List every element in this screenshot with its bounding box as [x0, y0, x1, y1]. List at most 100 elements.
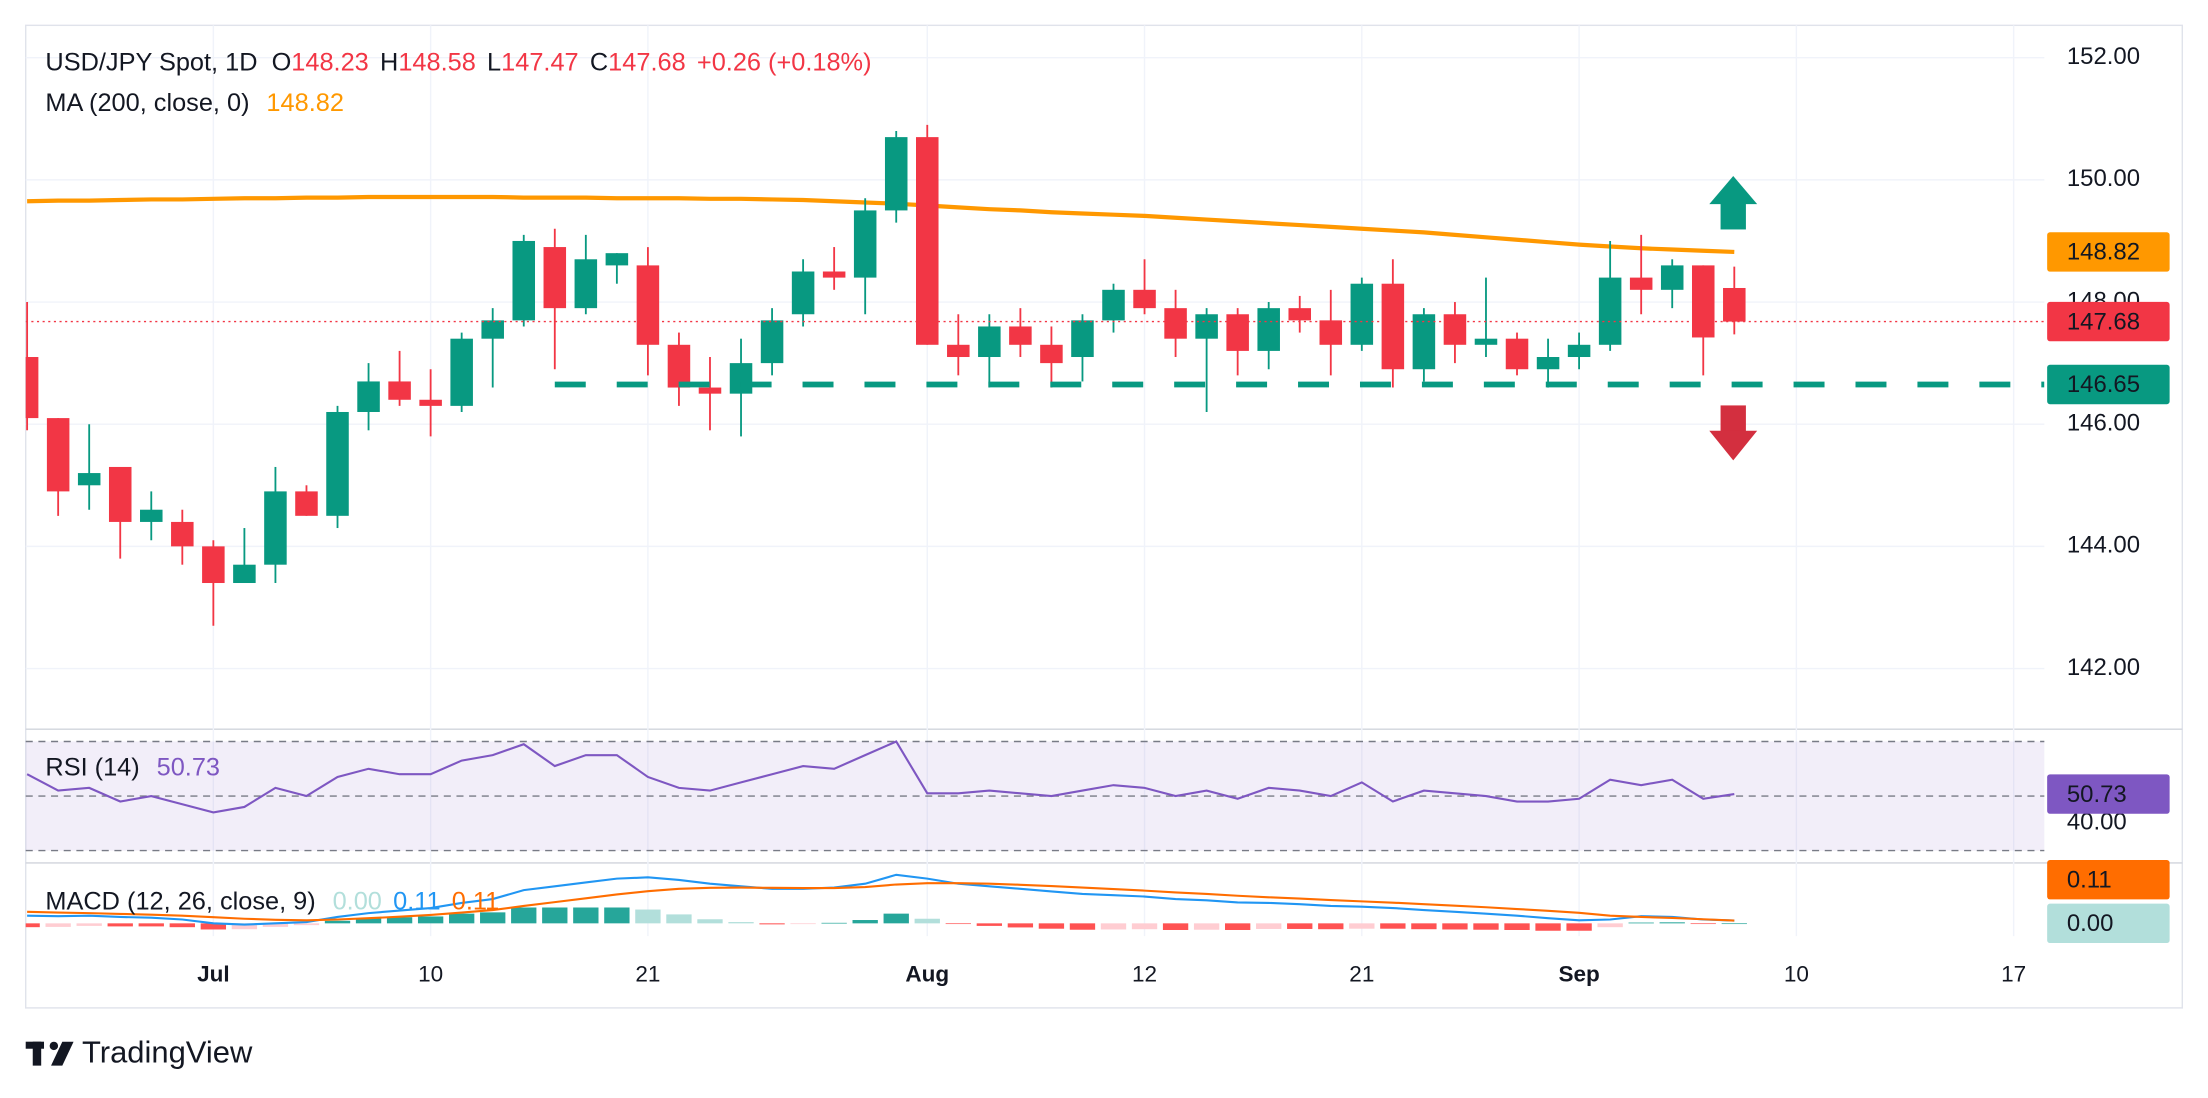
candle-body	[1288, 308, 1312, 321]
macd-line	[27, 873, 1735, 926]
legend-key: L	[487, 48, 501, 76]
legend-value: 50.73	[157, 753, 220, 781]
candle-body	[1567, 344, 1591, 358]
x-tick-label: Jul	[197, 961, 230, 986]
moving-average	[27, 194, 1735, 255]
y-tick-label: 152.00	[2067, 43, 2140, 70]
candle-body	[108, 466, 132, 522]
candle-body	[1133, 289, 1156, 309]
histogram-bar	[1535, 923, 1561, 931]
histogram-bar	[604, 907, 630, 924]
candle-body	[1629, 277, 1653, 290]
candle-body	[822, 271, 846, 278]
candle-body	[574, 259, 598, 309]
legend-title: RSI (14)	[45, 753, 139, 781]
histogram-bar	[1690, 923, 1716, 925]
legend-key: C	[590, 48, 608, 76]
candle-body	[947, 344, 970, 358]
candle-body	[1102, 289, 1125, 321]
candle-body	[543, 247, 567, 309]
histogram-bar	[1473, 923, 1499, 930]
price-label-box	[2047, 232, 2170, 272]
price-label: 148.82	[2067, 239, 2140, 266]
chart-frame	[25, 24, 2183, 1009]
price-label: 50.73	[2067, 781, 2127, 808]
histogram-bar	[1193, 923, 1220, 930]
price-label: 0.11	[2067, 866, 2112, 893]
x-tick-label: 17	[2001, 961, 2026, 986]
histogram-bar	[1380, 923, 1406, 929]
histogram-bar	[976, 923, 1003, 926]
histogram-bar	[1628, 922, 1654, 924]
candle-body	[264, 491, 287, 565]
histogram-bar	[293, 923, 320, 926]
rsi-line	[26, 740, 1735, 814]
x-tick-label: 10	[418, 961, 443, 986]
histogram-bar	[1349, 923, 1375, 929]
histogram-bar	[852, 920, 878, 924]
histogram-bar	[76, 923, 102, 926]
candle-body	[605, 253, 629, 266]
legend: USD/JPY Spot, 1D O148.23 H148.58 L147.47 C14…	[45, 48, 871, 915]
x-tick-label: 21	[1349, 961, 1374, 986]
histogram-bar	[200, 923, 227, 930]
x-tick-label: Sep	[1558, 961, 1599, 986]
histogram-bar	[324, 920, 351, 924]
price-label: 0.00	[2067, 910, 2114, 937]
rsi-band	[25, 741, 2045, 851]
candle-body	[326, 411, 349, 516]
candle-body	[1226, 314, 1249, 351]
histogram-bar	[542, 907, 568, 924]
histogram-bar	[1411, 923, 1437, 930]
x-tick-label: Aug	[905, 961, 949, 986]
legend-title: MACD (12, 26, close, 9)	[45, 887, 315, 915]
candle-body	[1691, 265, 1715, 338]
legend-change: +0.26 (+0.18%)	[697, 48, 872, 76]
candle-body	[1381, 283, 1405, 370]
legend-line: MA (200, close, 0) 148.82	[45, 89, 343, 117]
candle-body	[1598, 277, 1622, 345]
candle-body	[1505, 338, 1529, 370]
candle-body	[1443, 314, 1467, 345]
histogram-bar	[449, 913, 475, 924]
histogram-bar	[1287, 923, 1313, 929]
price-label-box	[2047, 774, 2170, 814]
histogram-bar	[355, 918, 382, 924]
candle-body	[853, 210, 877, 278]
candle-body	[1319, 320, 1343, 345]
candle-body	[1195, 314, 1218, 339]
x-tick-label: 10	[1784, 961, 1809, 986]
histogram-bar	[790, 923, 816, 925]
candle-body	[1071, 320, 1094, 358]
legend-value: 148.23	[291, 48, 368, 76]
x-tick-label: 12	[1132, 961, 1157, 986]
candle-body	[1040, 344, 1063, 364]
candle-body	[1412, 314, 1436, 370]
candle-body	[450, 338, 473, 406]
histogram-bar	[231, 923, 258, 930]
logo: TradingView	[25, 1035, 253, 1070]
legend-value: 147.68	[608, 48, 685, 76]
histogram-bar	[1566, 923, 1592, 931]
legend-value: 0.11	[452, 887, 499, 915]
legend-line: USD/JPY Spot, 1D O148.23 H148.58 L147.47 C14…	[45, 48, 871, 76]
candle-body	[1257, 308, 1280, 351]
legend-title: MA (200, close, 0)	[45, 89, 249, 117]
candle-body	[1723, 287, 1746, 322]
histogram-bar	[45, 923, 71, 927]
legend-key: H	[380, 48, 398, 76]
histogram-bar	[821, 922, 847, 924]
candle-body	[140, 509, 163, 522]
candle-body	[760, 320, 784, 364]
candle-body	[1474, 338, 1498, 345]
legend-value: 147.47	[501, 48, 578, 76]
candle-body	[481, 320, 504, 339]
histogram-bar	[1721, 923, 1747, 925]
histogram-bar	[1069, 923, 1096, 930]
candle-body	[46, 418, 70, 492]
legend-value: 148.82	[266, 89, 343, 117]
candle-body	[233, 564, 256, 584]
